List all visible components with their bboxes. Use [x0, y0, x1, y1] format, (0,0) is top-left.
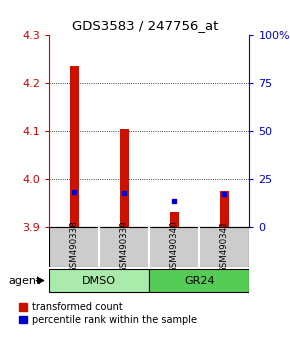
Text: GSM490340: GSM490340	[170, 221, 179, 273]
Legend: transformed count, percentile rank within the sample: transformed count, percentile rank withi…	[19, 302, 197, 325]
Bar	[120, 129, 129, 227]
Text: GSM490338: GSM490338	[70, 221, 79, 273]
Bar	[70, 67, 79, 227]
Bar	[149, 269, 249, 292]
Text: DMSO: DMSO	[82, 275, 116, 286]
Text: GSM490341: GSM490341	[220, 221, 229, 273]
Text: agent: agent	[9, 275, 41, 286]
Bar	[220, 191, 229, 227]
Text: GDS3583 / 247756_at: GDS3583 / 247756_at	[72, 19, 218, 33]
Bar	[49, 269, 149, 292]
Text: GSM490339: GSM490339	[120, 221, 129, 273]
Bar	[170, 212, 179, 227]
Text: GR24: GR24	[184, 275, 215, 286]
